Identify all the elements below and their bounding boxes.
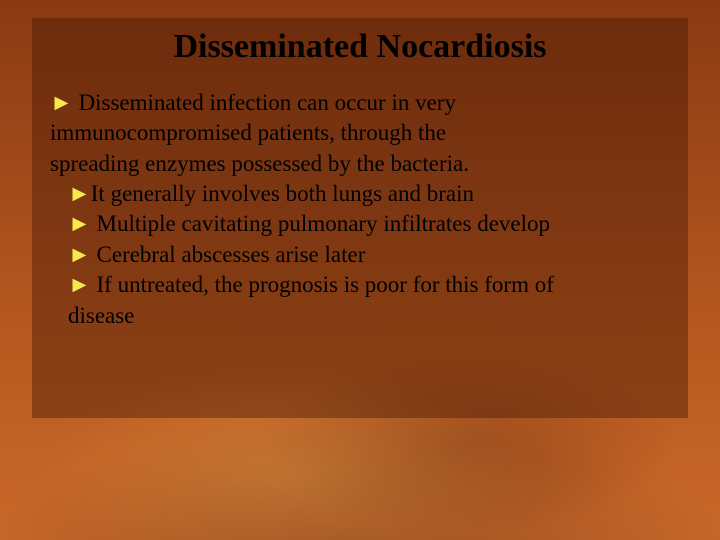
body-text-fragment: It generally involves both lungs and bra… — [91, 181, 474, 206]
body-line: immunocompromised patients, through the — [50, 118, 670, 148]
bullet-arrow-icon: ► — [50, 90, 73, 115]
body-text-fragment: If untreated, the prognosis is poor for … — [91, 272, 554, 297]
body-line: spreading enzymes possessed by the bacte… — [50, 149, 670, 179]
body-text-fragment: Disseminated infection can occur in very — [73, 90, 456, 115]
slide-body: ► Disseminated infection can occur in ve… — [50, 88, 670, 331]
bullet-arrow-icon: ► — [68, 272, 91, 297]
body-text-fragment: Cerebral abscesses arise later — [91, 242, 366, 267]
bullet-arrow-icon: ► — [68, 242, 91, 267]
bullet-arrow-icon: ► — [68, 211, 91, 236]
slide-title: Disseminated Nocardiosis — [50, 28, 670, 66]
body-line: ► If untreated, the prognosis is poor fo… — [50, 270, 670, 300]
body-line: ► Cerebral abscesses arise later — [50, 240, 670, 270]
body-line: disease — [50, 301, 670, 331]
slide: Disseminated Nocardiosis ► Disseminated … — [0, 0, 720, 540]
body-text-fragment: Multiple cavitating pulmonary infiltrate… — [91, 211, 550, 236]
body-line: ►It generally involves both lungs and br… — [50, 179, 670, 209]
content-panel: Disseminated Nocardiosis ► Disseminated … — [32, 18, 688, 418]
body-line: ► Disseminated infection can occur in ve… — [50, 88, 670, 118]
body-line: ► Multiple cavitating pulmonary infiltra… — [50, 209, 670, 239]
bullet-arrow-icon: ► — [68, 181, 91, 206]
